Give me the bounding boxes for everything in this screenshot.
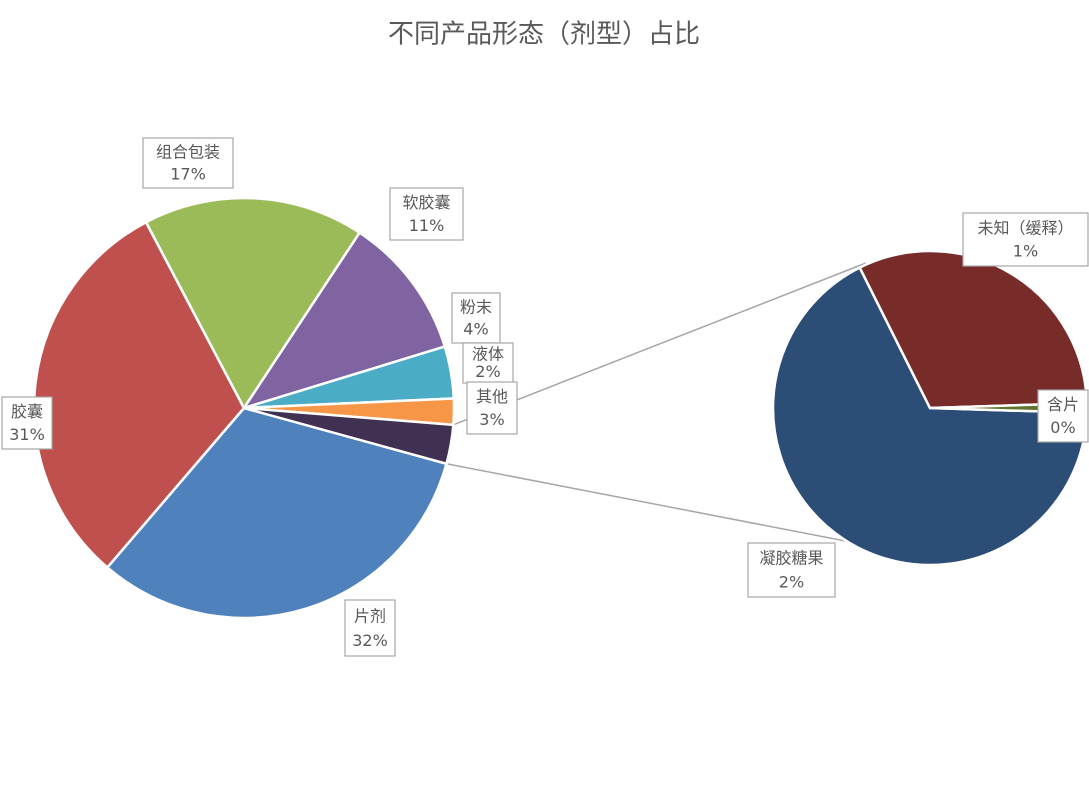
label-box [1037,389,1089,443]
chart-title: 不同产品形态（剂型）占比 [388,20,700,50]
category-label: 未知（缓释） [977,218,1073,237]
label-box [462,342,514,384]
connector-line [446,463,867,546]
label-box [389,187,464,241]
label-box [142,137,234,189]
value-label: 4% [463,320,488,339]
category-label: 粉末 [460,298,492,317]
label-box [962,212,1089,267]
pie-slice [105,406,448,620]
category-label: 液体 [472,345,504,364]
category-label: 软胶囊 [402,193,450,212]
label-box [747,542,836,598]
category-label: 凝胶糖果 [759,549,823,568]
pie-slice [771,265,1089,567]
connector-line [453,262,867,426]
category-label: 其他 [476,387,508,406]
value-label: 11% [409,216,445,235]
value-label: 31% [9,425,45,444]
label-box [344,599,396,657]
category-label: 片剂 [354,606,386,625]
value-label: 0% [1050,418,1075,437]
category-label: 胶囊 [11,402,43,421]
label-box [1,396,53,450]
label-box [466,381,518,435]
value-label: 3% [479,410,504,429]
value-label: 17% [170,165,206,184]
pie-slice [243,406,455,466]
pie-slice [858,249,1089,410]
category-label: 含片 [1047,395,1079,414]
value-label: 2% [779,572,804,591]
value-label: 2% [475,362,500,381]
category-label: 组合包装 [156,143,220,162]
label-box [451,292,501,344]
pie-slice [241,230,447,411]
value-label: 1% [1013,242,1038,261]
pie-slice [144,196,362,411]
value-label: 32% [352,631,388,650]
